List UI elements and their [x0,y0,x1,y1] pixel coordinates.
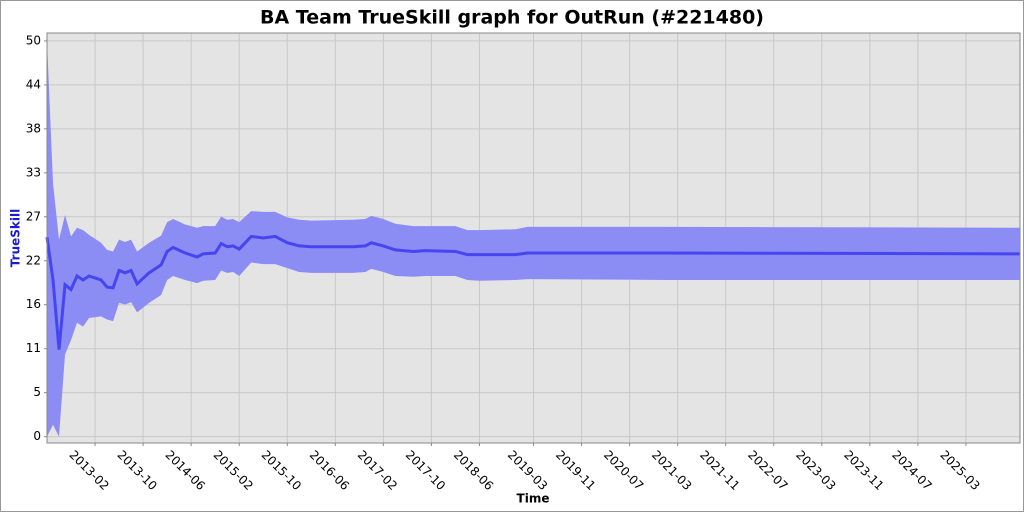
y-tick-label: 27 [26,209,41,223]
y-tick-label: 22 [26,253,41,267]
y-tick-label: 11 [26,341,41,355]
line [45,234,1021,350]
x-axis-label: Time [517,492,550,506]
y-tick-label: 0 [33,429,41,443]
y-tick-label: 38 [26,121,41,135]
y-tick-label: 44 [26,77,41,91]
y-axis-label: TrueSkill [9,209,23,267]
y-tick-label: 33 [26,165,41,179]
chart-title: BA Team TrueSkill graph for OutRun (#221… [260,7,764,29]
y-tick-label: 50 [26,33,41,47]
band [47,40,1020,437]
plot-border [46,32,1021,444]
y-tick-label: 16 [26,297,41,311]
y-tick-label: 5 [33,385,41,399]
